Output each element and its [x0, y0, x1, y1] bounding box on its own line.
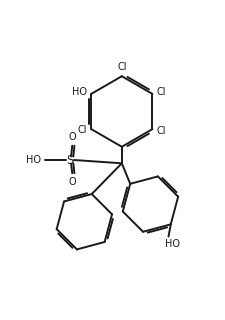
- Text: Cl: Cl: [117, 62, 126, 72]
- Text: HO: HO: [165, 239, 180, 249]
- Text: HO: HO: [72, 87, 87, 97]
- Text: HO: HO: [26, 155, 41, 165]
- Text: Cl: Cl: [156, 126, 165, 136]
- Text: S: S: [66, 154, 73, 166]
- Text: Cl: Cl: [156, 87, 165, 97]
- Text: O: O: [68, 132, 76, 142]
- Text: O: O: [68, 177, 76, 187]
- Text: Cl: Cl: [77, 125, 87, 135]
